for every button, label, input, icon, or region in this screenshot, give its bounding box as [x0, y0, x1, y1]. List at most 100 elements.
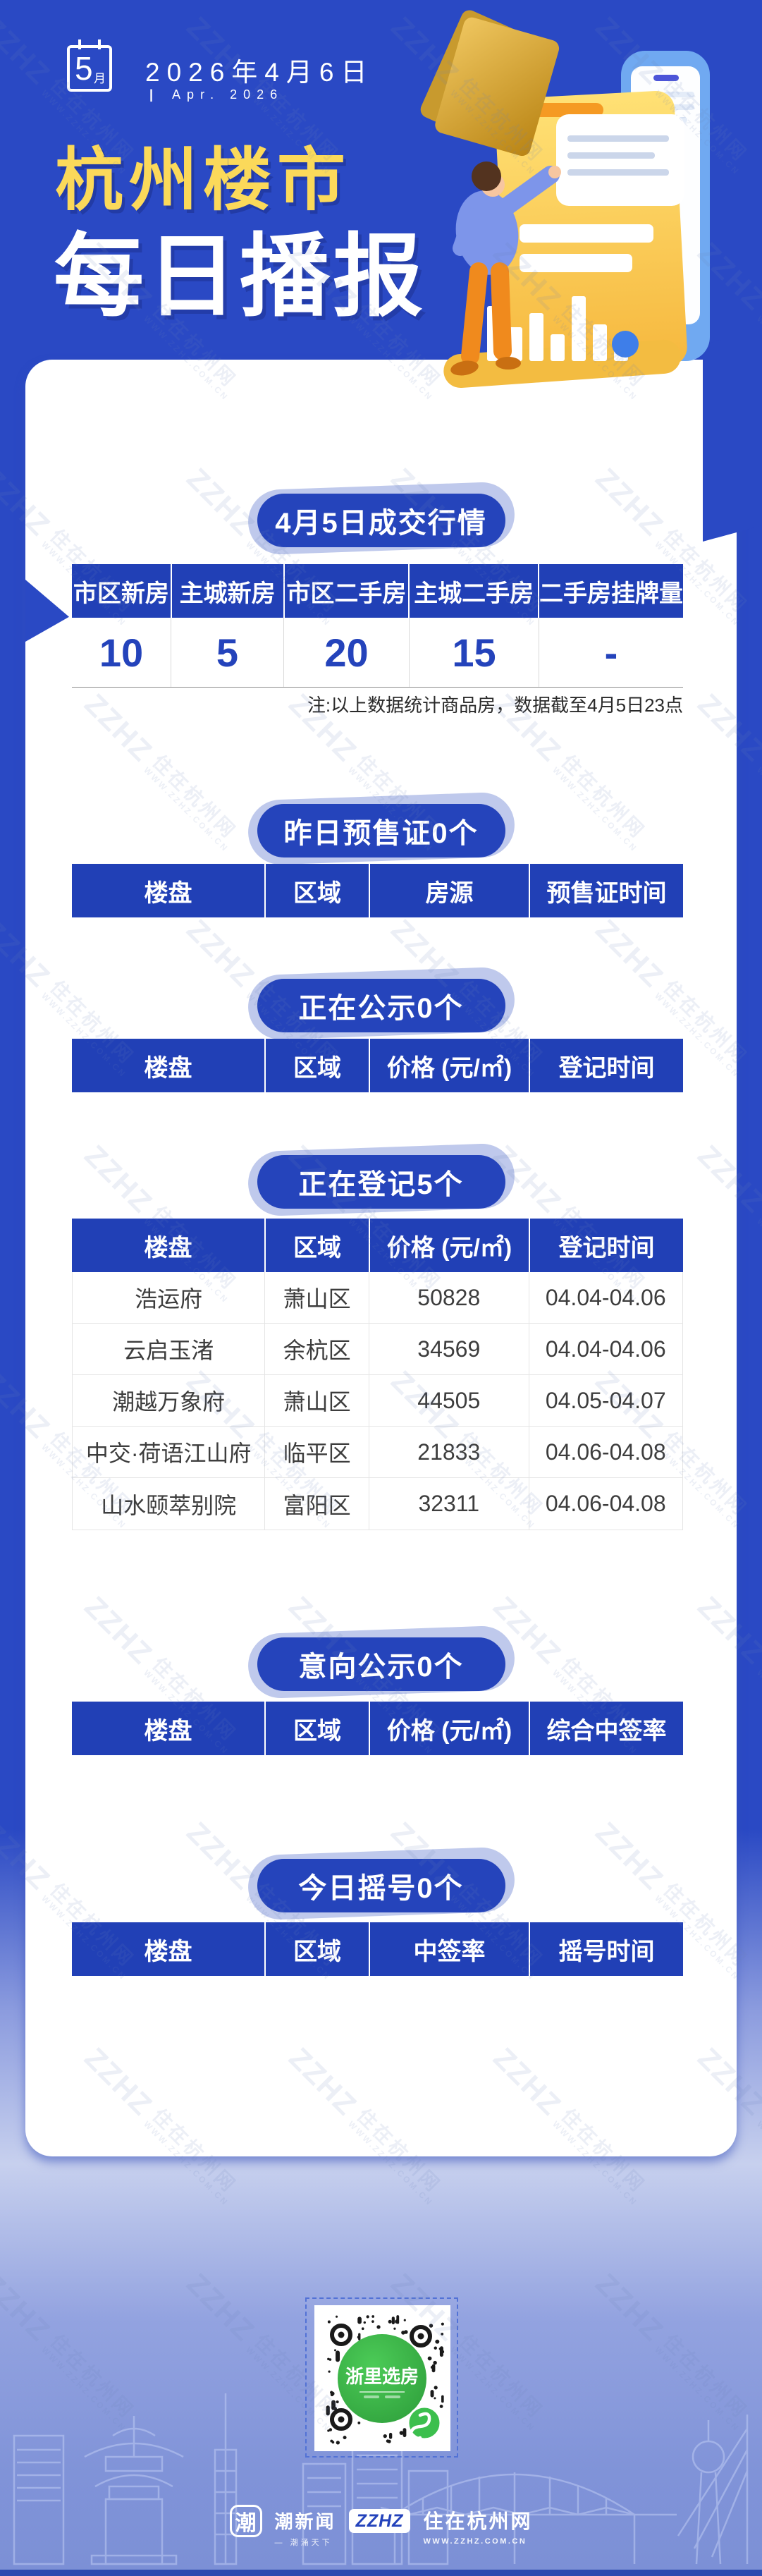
deal-value: 5: [171, 618, 283, 687]
badge-label: 正在公示0个: [257, 979, 505, 1032]
decor-blue-panel: [703, 340, 762, 542]
calendar-day: 5: [75, 50, 93, 87]
qr-center-label: 浙里选房: [345, 2366, 419, 2387]
presale-table: 楼盘 区域 房源 预售证时间: [72, 864, 683, 917]
section-badge-lottery: 今日摇号0个: [247, 1846, 515, 1921]
column-header: 二手房挂牌量: [538, 564, 683, 618]
date-english: Apr. 2026: [172, 87, 284, 102]
date-range: 04.06-04.08: [528, 1478, 682, 1530]
calendar-icon: 5 月: [67, 39, 112, 92]
chao-news-logo: 潮: [229, 2505, 262, 2537]
column-header: 价格 (元/㎡): [369, 1219, 529, 1272]
column-header: 登记时间: [529, 1039, 683, 1092]
calendar-unit: 月: [94, 72, 106, 85]
qr-center-circle: [338, 2334, 426, 2423]
column-header: 市区二手房: [283, 564, 409, 618]
person-illustration: [450, 161, 561, 376]
section-badge-publicity: 正在公示0个: [247, 966, 515, 1041]
date-range: 04.04-04.06: [528, 1324, 682, 1375]
poster-title-line1: 杭州楼市: [55, 142, 351, 219]
badge-label: 今日摇号0个: [257, 1859, 505, 1912]
price: 50828: [369, 1272, 529, 1324]
section-badge-deals: 4月5日成交行情: [247, 481, 515, 556]
column-header: 登记时间: [529, 1219, 683, 1272]
data-note: 注:以上数据统计商品房，数据截至4月5日23点: [307, 695, 683, 716]
table-row: 潮越万象府 萧山区 44505 04.05-04.07: [73, 1375, 682, 1427]
deal-value: 15: [409, 618, 539, 687]
badge-label: 正在登记5个: [257, 1155, 505, 1209]
project-name: 云启玉渚: [73, 1324, 265, 1375]
project-name: 中交·荷语江山府: [73, 1427, 265, 1478]
section-badge-registration: 正在登记5个: [247, 1142, 515, 1217]
price: 34569: [369, 1324, 529, 1375]
deal-values-row: 10 5 20 15 -: [72, 618, 683, 688]
wechat-miniprogram-icon: [407, 2405, 442, 2441]
decor-wedge: [25, 580, 69, 642]
column-header: 楼盘: [72, 1219, 264, 1272]
folder-illustration: [420, 10, 560, 157]
deal-table: 市区新房 主城新房 市区二手房 主城二手房 二手房挂牌量 10 5 20 15 …: [72, 564, 683, 688]
date-bar: |: [149, 87, 160, 102]
table-row: 山水颐萃别院 富阳区 32311 04.06-04.08: [73, 1478, 682, 1530]
qr-code[interactable]: 浙里选房: [305, 2297, 458, 2458]
column-header: 中签率: [369, 1922, 529, 1976]
chao-news-name: 潮新闻: [274, 2511, 336, 2532]
zzhz-site-url: WWW.ZZHZ.COM.CN: [423, 2537, 527, 2546]
price: 32311: [369, 1478, 528, 1530]
project-name: 潮越万象府: [73, 1375, 265, 1427]
column-header: 区域: [264, 864, 369, 917]
date-subtitle: | Apr. 2026: [149, 87, 283, 102]
date-range: 04.06-04.08: [528, 1427, 682, 1478]
column-header: 价格 (元/㎡): [369, 1702, 529, 1755]
section-badge-presale: 昨日预售证0个: [247, 791, 515, 866]
intention-table: 楼盘 区域 价格 (元/㎡) 综合中签率: [72, 1702, 683, 1755]
project-name: 浩运府: [73, 1272, 265, 1324]
deal-value: 20: [283, 618, 409, 687]
column-header: 楼盘: [72, 1922, 264, 1976]
column-header: 主城新房: [170, 564, 283, 618]
qr-code-image: 浙里选房: [314, 2305, 450, 2451]
date-text: 2026年4月6日: [145, 58, 374, 87]
date-range: 04.05-04.07: [528, 1375, 682, 1427]
price: 21833: [369, 1427, 529, 1478]
column-header: 房源: [369, 864, 529, 917]
badge-label: 意向公示0个: [257, 1637, 505, 1691]
column-header: 摇号时间: [529, 1922, 683, 1976]
publicity-table: 楼盘 区域 价格 (元/㎡) 登记时间: [72, 1039, 683, 1092]
district: 富阳区: [264, 1478, 369, 1530]
column-header: 价格 (元/㎡): [369, 1039, 529, 1092]
column-header: 楼盘: [72, 864, 264, 917]
bottom-strip: [0, 2570, 762, 2576]
table-row: 中交·荷语江山府 临平区 21833 04.06-04.08: [73, 1427, 682, 1478]
badge-label: 4月5日成交行情: [257, 494, 505, 547]
district: 余杭区: [264, 1324, 369, 1375]
deal-value: -: [539, 618, 683, 687]
footer: 潮 潮新闻 — 潮涌天下 ZZHZ 住在杭州网 WWW.ZZHZ.COM.CN: [0, 2505, 762, 2548]
district: 临平区: [264, 1427, 369, 1478]
column-header: 区域: [264, 1702, 369, 1755]
district: 萧山区: [264, 1272, 369, 1324]
column-header: 综合中签率: [529, 1702, 683, 1755]
zzhz-logo-text: ZZHZ: [355, 2510, 404, 2531]
skyline-illustration: [13, 2393, 749, 2565]
price: 44505: [369, 1375, 529, 1427]
district: 萧山区: [264, 1375, 369, 1427]
table-row: 云启玉渚 余杭区 34569 04.04-04.06: [73, 1324, 682, 1375]
column-header: 区域: [264, 1039, 369, 1092]
table-row: 浩运府 萧山区 50828 04.04-04.06: [73, 1272, 682, 1324]
column-header: 楼盘: [72, 1702, 264, 1755]
registration-table: 楼盘 区域 价格 (元/㎡) 登记时间 浩运府 萧山区 50828 04.04-…: [72, 1219, 683, 1530]
chao-news-slogan: — 潮涌天下: [274, 2539, 333, 2547]
header-illustration: [420, 10, 710, 389]
column-header: 楼盘: [72, 1039, 264, 1092]
column-header: 市区新房: [72, 564, 171, 618]
lottery-table: 楼盘 区域 中签率 摇号时间: [72, 1922, 683, 1976]
chao-logo-char: 潮: [235, 2512, 257, 2535]
column-header: 区域: [264, 1219, 369, 1272]
poster-title-line2: 每日播报: [54, 226, 426, 327]
badge-label: 昨日预售证0个: [257, 804, 505, 857]
column-header: 主城二手房: [408, 564, 538, 618]
zzhz-site-name: 住在杭州网: [423, 2510, 533, 2532]
header: 5 月 2026年4月6日 | Apr. 2026 杭州楼市 每日播报: [0, 0, 762, 360]
deal-value: 10: [99, 630, 144, 675]
